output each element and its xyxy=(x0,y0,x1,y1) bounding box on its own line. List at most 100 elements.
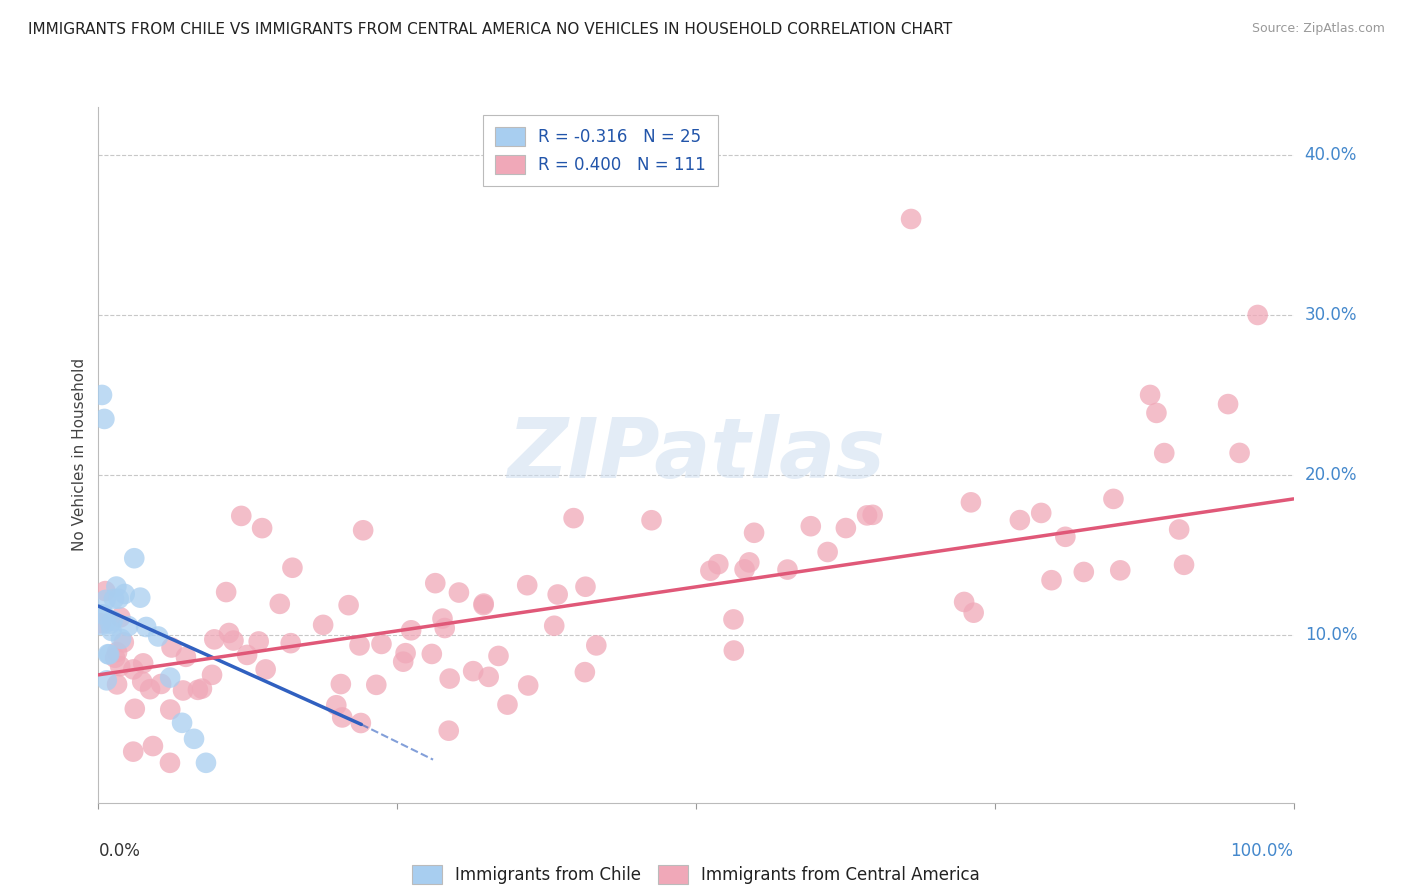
Point xyxy=(94,584,117,599)
Point xyxy=(150,677,173,691)
Point xyxy=(159,702,181,716)
Point xyxy=(366,678,388,692)
Point xyxy=(433,621,456,635)
Point xyxy=(350,716,373,731)
Point xyxy=(420,647,443,661)
Point xyxy=(707,557,730,571)
Point xyxy=(202,632,225,647)
Point xyxy=(98,616,122,631)
Point xyxy=(1173,558,1195,572)
Point xyxy=(104,650,127,665)
Point xyxy=(131,674,153,689)
Point xyxy=(734,562,756,576)
Point xyxy=(97,647,120,661)
Point xyxy=(107,591,129,606)
Point xyxy=(105,677,128,691)
Point xyxy=(399,624,422,638)
Point xyxy=(1054,530,1077,544)
Point xyxy=(1146,406,1168,420)
Point xyxy=(129,591,152,605)
Point xyxy=(91,388,114,402)
Point xyxy=(856,508,879,523)
Point xyxy=(1008,513,1031,527)
Point xyxy=(488,648,510,663)
Point xyxy=(1040,573,1063,587)
Point xyxy=(148,630,170,644)
Point xyxy=(699,564,721,578)
Point xyxy=(174,649,197,664)
Point xyxy=(312,618,335,632)
Point xyxy=(90,613,112,627)
Point xyxy=(172,715,194,730)
Point xyxy=(742,525,765,540)
Point xyxy=(349,639,371,653)
Point xyxy=(194,756,217,770)
Point xyxy=(1246,308,1268,322)
Point xyxy=(496,698,519,712)
Point xyxy=(93,412,115,426)
Point xyxy=(329,677,352,691)
Point xyxy=(738,555,761,569)
Point xyxy=(432,612,454,626)
Text: IMMIGRANTS FROM CHILE VS IMMIGRANTS FROM CENTRAL AMERICA NO VEHICLES IN HOUSEHOL: IMMIGRANTS FROM CHILE VS IMMIGRANTS FROM… xyxy=(28,22,952,37)
Point xyxy=(478,670,501,684)
Text: 10.0%: 10.0% xyxy=(1305,626,1357,644)
Point xyxy=(117,619,139,633)
Point xyxy=(1102,491,1125,506)
Point xyxy=(1109,563,1132,577)
Text: 40.0%: 40.0% xyxy=(1305,146,1357,164)
Text: 0.0%: 0.0% xyxy=(98,842,141,860)
Point xyxy=(472,597,495,611)
Point xyxy=(101,614,124,628)
Point xyxy=(953,595,976,609)
Point xyxy=(108,659,131,673)
Point xyxy=(900,212,922,227)
Point xyxy=(574,580,596,594)
Point xyxy=(250,521,273,535)
Point xyxy=(562,511,585,525)
Text: 30.0%: 30.0% xyxy=(1305,306,1357,324)
Point xyxy=(160,640,183,655)
Point xyxy=(254,662,277,676)
Point xyxy=(159,756,181,770)
Point xyxy=(370,637,392,651)
Point xyxy=(425,576,447,591)
Point xyxy=(114,587,136,601)
Point xyxy=(139,682,162,697)
Point xyxy=(96,673,118,688)
Text: ZIPatlas: ZIPatlas xyxy=(508,415,884,495)
Point xyxy=(132,657,155,671)
Point xyxy=(110,610,132,624)
Point xyxy=(516,578,538,592)
Point xyxy=(463,664,485,678)
Point xyxy=(105,645,128,659)
Point xyxy=(183,731,205,746)
Point xyxy=(98,648,121,662)
Point xyxy=(776,563,799,577)
Point xyxy=(439,672,461,686)
Point xyxy=(1031,506,1053,520)
Point xyxy=(105,580,128,594)
Point xyxy=(159,671,181,685)
Point xyxy=(472,598,495,612)
Point xyxy=(330,710,353,724)
Point xyxy=(1216,397,1239,411)
Point xyxy=(574,665,596,680)
Point xyxy=(1073,565,1095,579)
Legend: Immigrants from Chile, Immigrants from Central America: Immigrants from Chile, Immigrants from C… xyxy=(404,856,988,892)
Point xyxy=(122,662,145,676)
Point xyxy=(392,655,415,669)
Point xyxy=(800,519,823,533)
Point xyxy=(280,636,302,650)
Text: 20.0%: 20.0% xyxy=(1305,466,1357,484)
Point xyxy=(269,597,291,611)
Point xyxy=(90,616,112,631)
Point xyxy=(723,643,745,657)
Point xyxy=(112,635,135,649)
Point xyxy=(187,682,209,697)
Point xyxy=(91,607,114,622)
Point xyxy=(124,702,146,716)
Point xyxy=(437,723,460,738)
Point xyxy=(447,585,470,599)
Point xyxy=(124,551,146,566)
